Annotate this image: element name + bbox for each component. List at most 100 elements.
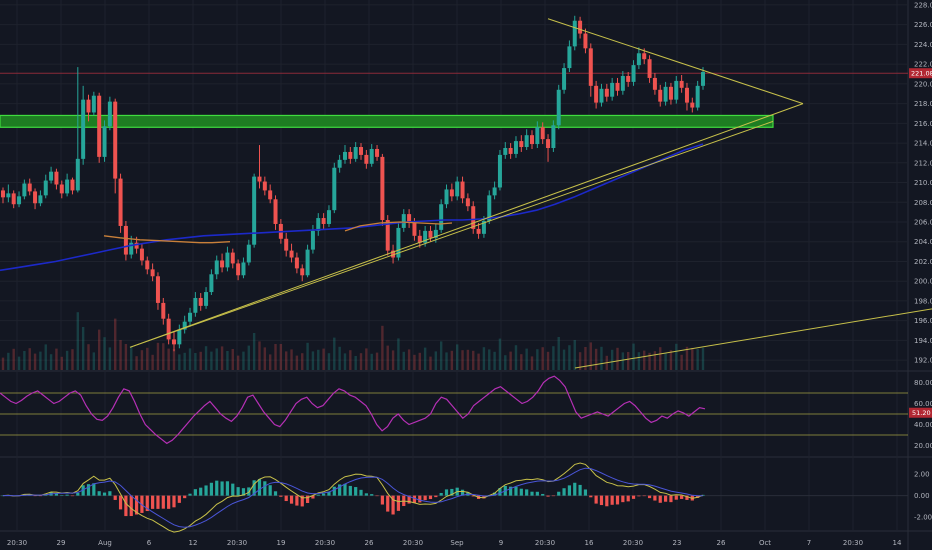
time-tick-label: 20:30 bbox=[623, 539, 643, 547]
candle-body bbox=[353, 147, 358, 159]
macd-histogram-bar bbox=[578, 484, 582, 496]
volume-bar bbox=[701, 347, 705, 370]
candle-body bbox=[668, 86, 673, 100]
macd-histogram-bar bbox=[594, 495, 598, 504]
time-tick-label: 6 bbox=[147, 539, 152, 547]
candle-body bbox=[38, 195, 43, 204]
price-tick-label: 220.00 bbox=[914, 80, 932, 88]
price-tick-label: 214.00 bbox=[914, 140, 932, 148]
candle-body bbox=[107, 101, 112, 127]
macd-histogram-bar bbox=[167, 495, 171, 509]
candle-body bbox=[551, 125, 556, 148]
volume-bar bbox=[322, 348, 325, 370]
candle-body bbox=[647, 59, 652, 78]
price-tick-label: 212.00 bbox=[914, 159, 932, 167]
time-tick-label: 16 bbox=[585, 539, 594, 547]
candle-body bbox=[209, 274, 214, 293]
candle-body bbox=[439, 204, 444, 230]
volume-bar bbox=[92, 352, 96, 370]
macd-histogram-bar bbox=[129, 495, 133, 517]
macd-histogram-bar bbox=[316, 494, 320, 496]
volume-bar bbox=[65, 350, 69, 370]
macd-histogram-bar bbox=[161, 495, 165, 509]
volume-bar bbox=[632, 343, 635, 370]
candle-body bbox=[471, 206, 476, 229]
candle-body bbox=[22, 183, 27, 197]
macd-histogram-bar bbox=[92, 483, 96, 496]
time-tick-label: 7 bbox=[807, 539, 811, 547]
volume-bar bbox=[359, 353, 363, 370]
macd-histogram-bar bbox=[215, 480, 219, 496]
volume-bar bbox=[349, 350, 352, 370]
macd-histogram-bar bbox=[631, 495, 636, 499]
macd-histogram-bar bbox=[450, 488, 454, 496]
volume-bar bbox=[1, 357, 5, 370]
candle-body bbox=[690, 102, 695, 108]
candle-body bbox=[230, 252, 235, 264]
volume-bar bbox=[461, 350, 464, 370]
candle-body bbox=[631, 65, 636, 82]
macd-histogram-bar bbox=[583, 489, 588, 496]
candle-body bbox=[519, 141, 524, 148]
time-tick-label: 20:30 bbox=[315, 539, 335, 547]
macd-line bbox=[2, 462, 704, 533]
candle-body bbox=[620, 75, 625, 91]
vwap-line bbox=[103, 235, 231, 244]
candle-body bbox=[497, 154, 502, 188]
macd-histogram-bar bbox=[407, 495, 411, 504]
price-tick-label: 194.00 bbox=[914, 337, 932, 345]
volume-bar bbox=[199, 351, 202, 370]
volume-bar bbox=[162, 343, 165, 370]
candle-body bbox=[161, 302, 166, 319]
macd-histogram-bar bbox=[188, 493, 192, 496]
macd-histogram-bar bbox=[348, 485, 352, 496]
volume-bar bbox=[71, 349, 74, 370]
volume-bar bbox=[514, 345, 518, 370]
candle-body bbox=[492, 187, 497, 196]
macd-histogram-bar bbox=[236, 487, 240, 496]
candle-body bbox=[139, 248, 144, 261]
candle-body bbox=[193, 297, 198, 313]
volume-bar bbox=[87, 344, 90, 370]
volume-bar bbox=[626, 352, 630, 370]
current-price-label: 221.08 bbox=[911, 70, 932, 78]
macd-histogram-bar bbox=[33, 495, 37, 497]
time-tick-label: 20:30 bbox=[7, 539, 27, 547]
macd-tick-label: -2.00 bbox=[914, 514, 932, 522]
volume-bar bbox=[509, 351, 512, 370]
volume-bar bbox=[172, 349, 176, 370]
macd-histogram-bar bbox=[279, 495, 283, 497]
volume-bar bbox=[76, 312, 80, 370]
volume-bar bbox=[584, 347, 587, 370]
volume-bar bbox=[434, 351, 438, 370]
macd-histogram-bar bbox=[653, 495, 657, 501]
macd-histogram-bar bbox=[76, 492, 80, 496]
macd-histogram-bar bbox=[647, 495, 652, 499]
candle-body bbox=[11, 193, 16, 205]
volume-bar bbox=[140, 350, 144, 370]
rsi-pane bbox=[0, 375, 908, 445]
volume-bar bbox=[445, 352, 448, 370]
candle-body bbox=[33, 191, 38, 204]
time-axis: 20:30 29 Aug 6 12 20:30 19 20:30 26 20:30 Sep 9 20:3… bbox=[7, 539, 902, 547]
volume-bar bbox=[263, 347, 267, 370]
volume-bar bbox=[327, 353, 331, 370]
candle-body bbox=[642, 53, 647, 60]
macd-histogram-bar bbox=[391, 495, 395, 515]
volume-bar bbox=[691, 348, 694, 370]
rsi-current-label: 51.20 bbox=[912, 409, 931, 417]
candle-body bbox=[433, 229, 438, 238]
volume-bar bbox=[482, 347, 486, 370]
rsi-tick-label: 80.00 bbox=[914, 379, 932, 387]
trendline bbox=[129, 103, 804, 348]
volume-bar bbox=[295, 355, 299, 370]
volume-bar bbox=[594, 348, 598, 370]
volume-bar bbox=[541, 347, 544, 370]
macd-histogram-bar bbox=[241, 488, 246, 496]
candle-body bbox=[487, 195, 492, 222]
macd-histogram-bar bbox=[311, 495, 315, 499]
candle-body bbox=[508, 148, 513, 154]
volume-bar bbox=[55, 348, 58, 370]
macd-histogram-bar bbox=[268, 485, 272, 496]
